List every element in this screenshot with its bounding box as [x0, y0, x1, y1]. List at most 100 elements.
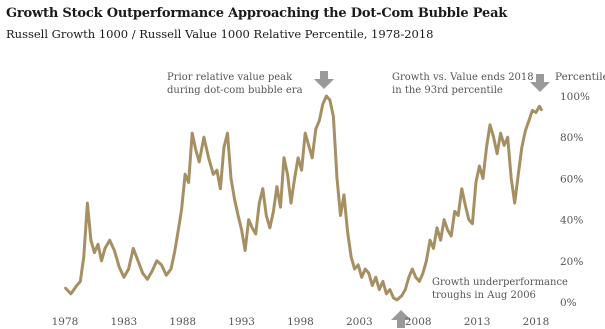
- data-point: [184, 173, 186, 176]
- data-point: [108, 239, 111, 241]
- data-point: [513, 202, 516, 204]
- data-point: [322, 103, 324, 105]
- data-point: [496, 152, 498, 155]
- data-point: [79, 280, 82, 283]
- data-point: [279, 206, 282, 208]
- data-point: [203, 136, 205, 138]
- data-point: [492, 136, 495, 138]
- data-point: [389, 288, 391, 291]
- data-point: [93, 251, 96, 254]
- data-point: [360, 276, 363, 279]
- chart-subtitle: Russell Growth 1000 / Russell Value 1000…: [6, 27, 434, 41]
- data-point: [396, 299, 398, 301]
- data-point: [170, 268, 172, 270]
- data-point: [251, 227, 253, 229]
- data-point: [468, 218, 470, 221]
- data-point: [113, 249, 116, 252]
- data-point: [443, 218, 445, 221]
- data-point: [528, 119, 530, 122]
- data-point: [132, 247, 135, 250]
- data-point: [415, 276, 417, 279]
- data-point: [375, 276, 377, 279]
- data-point: [297, 157, 299, 159]
- annotation-text: Growth underperformance: [432, 277, 568, 288]
- data-point: [357, 264, 360, 266]
- data-point: [269, 227, 271, 229]
- data-point: [339, 214, 342, 217]
- data-point: [368, 272, 370, 275]
- data-point: [332, 115, 335, 118]
- data-point: [216, 169, 218, 171]
- data-point: [382, 280, 384, 283]
- data-point: [230, 177, 232, 180]
- data-point: [70, 293, 72, 295]
- data-point: [325, 95, 328, 97]
- data-point: [478, 165, 481, 167]
- data-point: [286, 173, 289, 176]
- chart-title: Growth Stock Outperformance Approaching …: [6, 6, 508, 21]
- data-point: [453, 210, 456, 213]
- data-point: [198, 161, 200, 163]
- data-point: [165, 274, 168, 277]
- data-point: [446, 229, 449, 231]
- y-tick-label: 0%: [560, 297, 577, 309]
- y-tick-label: 100%: [560, 91, 590, 103]
- data-point: [141, 272, 144, 275]
- x-tick-label: 1983: [110, 316, 137, 328]
- trough-arrow-icon: [391, 310, 411, 328]
- data-point: [461, 187, 463, 190]
- data-point: [436, 227, 438, 229]
- data-point: [489, 124, 491, 126]
- annotation-text: in the 93rd percentile: [392, 85, 503, 96]
- data-point: [86, 202, 89, 204]
- annotation-text: troughs in Aug 2006: [432, 290, 536, 301]
- data-point: [450, 235, 453, 237]
- data-point: [237, 214, 239, 217]
- data-point: [318, 119, 321, 122]
- data-point: [485, 146, 488, 149]
- data-point: [311, 157, 314, 159]
- data-point: [304, 132, 307, 134]
- data-point: [457, 214, 460, 217]
- data-point: [404, 288, 407, 291]
- data-point: [300, 169, 303, 171]
- data-point: [429, 239, 431, 241]
- data-point: [123, 276, 125, 279]
- data-point: [219, 187, 222, 190]
- data-point: [64, 286, 66, 289]
- data-point: [418, 280, 421, 283]
- data-point: [191, 132, 193, 134]
- data-point: [194, 148, 197, 151]
- data-point: [422, 272, 424, 275]
- data-point: [212, 173, 215, 176]
- data-point: [151, 270, 153, 272]
- y-tick-label: 40%: [560, 215, 583, 227]
- data-point: [538, 105, 541, 108]
- data-point: [432, 247, 435, 250]
- data-point: [408, 276, 410, 279]
- data-point: [499, 132, 502, 134]
- y-tick-label: 20%: [560, 256, 583, 268]
- data-point: [392, 297, 395, 299]
- data-point: [283, 157, 285, 159]
- x-axis: 1978 1983 1988 1993 1998 2003 2008 2013 2018: [52, 316, 550, 328]
- data-point: [521, 146, 523, 149]
- data-point: [276, 185, 278, 188]
- data-point: [137, 260, 139, 262]
- data-point: [233, 198, 236, 200]
- x-tick-label: 1988: [169, 316, 196, 328]
- data-point: [524, 130, 527, 132]
- data-point: [517, 173, 520, 176]
- data-point: [350, 255, 352, 258]
- data-point: [464, 204, 467, 206]
- annotation-text: Growth vs. Value ends 2018: [392, 72, 534, 83]
- data-point: [503, 144, 505, 147]
- data-point: [385, 293, 388, 295]
- data-point: [173, 251, 176, 254]
- data-point: [293, 177, 296, 180]
- data-point: [83, 255, 85, 258]
- x-tick-label: 1998: [287, 316, 314, 328]
- y-tick-label: 60%: [560, 173, 583, 185]
- data-point: [180, 208, 183, 211]
- data-point: [439, 239, 442, 241]
